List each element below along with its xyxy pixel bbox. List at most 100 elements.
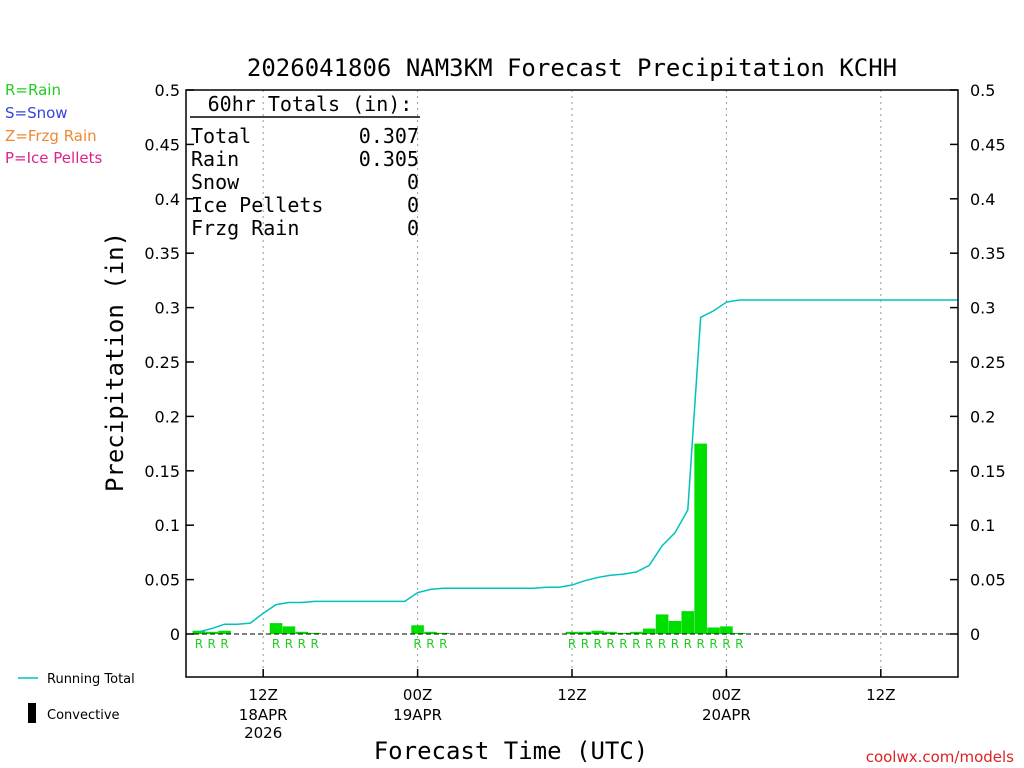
precip-bar	[565, 631, 579, 634]
precip-bar	[437, 632, 450, 634]
precip-type-marker: R	[285, 637, 293, 651]
y-tick-label-left: 0.5	[155, 81, 180, 100]
y-tick-label-left: 0.3	[155, 299, 180, 318]
y-tick-label-left: 0.1	[155, 516, 180, 535]
precip-type-marker: R	[413, 637, 421, 651]
precip-bar	[424, 631, 437, 634]
precip-type-marker: R	[709, 637, 717, 651]
totals-value: 0	[407, 193, 419, 217]
x-tick-label: 12Z	[249, 686, 278, 704]
y-tick-label-right: 0.2	[970, 407, 995, 426]
precip-type-marker: R	[594, 637, 602, 651]
precip-bar	[655, 614, 669, 634]
precip-bar	[282, 626, 296, 634]
precip-bar	[218, 630, 231, 634]
precip-bar	[411, 625, 424, 634]
precip-bar	[681, 611, 695, 634]
totals-label: Snow	[191, 170, 240, 194]
y-tick-label-right: 0.05	[970, 571, 1006, 590]
precip-bar	[604, 631, 617, 634]
precip-type-marker: R	[298, 637, 306, 651]
legend-snow: S=Snow	[5, 104, 68, 122]
x-tick-label: 00Z	[403, 686, 432, 704]
precip-type-marker: R	[581, 637, 589, 651]
precip-bar	[617, 632, 630, 634]
x-tick-date: 18APR	[239, 706, 288, 724]
x-tick-label: 12Z	[866, 686, 895, 704]
y-tick-label-left: 0.35	[144, 244, 180, 263]
y-tick-label-right: 0.45	[970, 135, 1006, 154]
y-axis-right: 0 0.05 0.1 0.15 0.2 0.25 0.3 0.35 0.4 0.45 0.5	[950, 81, 1006, 644]
y-tick-label-left: 0.05	[144, 571, 180, 590]
precip-type-marker: R	[619, 637, 627, 651]
y-axis-left: 0 0.05 0.1 0.15 0.2 0.25 0.3 0.35 0.4 0.45 0.5	[144, 81, 194, 644]
precip-type-marker: R	[208, 637, 216, 651]
precip-type-marker: R	[426, 637, 434, 651]
precip-type-marker: R	[658, 637, 666, 651]
totals-value: 0.307	[359, 124, 419, 148]
precip-type-marker: R	[220, 637, 228, 651]
y-tick-label-left: 0.45	[144, 135, 180, 154]
precip-bar	[720, 626, 733, 634]
totals-box: 60hr Totals (in): Total 0.307 Rain 0.305 Sno…	[190, 92, 420, 240]
precip-bar	[630, 631, 643, 634]
precip-type-marker: R	[439, 637, 447, 651]
totals-label: Rain	[191, 147, 239, 171]
precip-type-marker: R	[684, 637, 692, 651]
y-tick-label-right: 0.1	[970, 516, 995, 535]
precip-type-legend: R=Rain S=Snow Z=Frzg Rain P=Ice Pellets	[5, 81, 102, 167]
y-tick-label-right: 0.35	[970, 244, 1006, 263]
chart-title: 2026041806 NAM3KM Forecast Precipitation…	[247, 54, 897, 82]
precip-type-marker: R	[632, 637, 640, 651]
bars	[192, 443, 746, 634]
totals-header: 60hr Totals (in):	[208, 92, 413, 116]
precip-bar	[668, 620, 682, 634]
precip-bar	[269, 623, 283, 634]
precip-bar	[308, 632, 321, 634]
legend-ice-pellets: P=Ice Pellets	[5, 149, 102, 167]
series-legend: Running Total Convective	[18, 672, 135, 723]
precip-bar	[591, 630, 605, 634]
totals-label: Ice Pellets	[191, 193, 323, 217]
precip-type-marker: R	[272, 637, 280, 651]
legend-rain: R=Rain	[5, 81, 61, 99]
precip-type-marker: R	[735, 637, 743, 651]
y-tick-label-right: 0	[970, 625, 980, 644]
precip-bar	[295, 631, 309, 634]
running-total-series	[198, 299, 958, 633]
x-axis-label: Forecast Time (UTC)	[374, 737, 649, 765]
running-total-legend-label: Running Total	[47, 672, 135, 687]
precip-type-marker: R	[310, 637, 318, 651]
y-tick-label-left: 0.4	[155, 190, 180, 209]
y-tick-label-right: 0.5	[970, 81, 995, 100]
totals-label: Total	[191, 124, 251, 148]
y-tick-label-left: 0.2	[155, 407, 180, 426]
x-tick-year: 2026	[244, 724, 282, 742]
totals-value: 0.305	[359, 147, 419, 171]
y-tick-label-right: 0.15	[970, 462, 1006, 481]
convective-legend-swatch	[28, 703, 36, 723]
totals-value: 0	[407, 216, 419, 240]
totals-label: Frzg Rain	[191, 216, 299, 240]
y-axis-label: Precipitation (in)	[101, 232, 129, 492]
precip-type-marker: R	[722, 637, 730, 651]
y-tick-label-right: 0.3	[970, 299, 995, 318]
precip-type-marker: R	[645, 637, 653, 651]
precip-type-marker: R	[568, 637, 576, 651]
precip-bar	[192, 630, 206, 634]
precip-bar	[642, 628, 656, 634]
x-tick-date: 20APR	[702, 706, 751, 724]
grid-lines	[262, 90, 882, 677]
precip-type-marker: R	[195, 637, 203, 651]
legend-frzg-rain: Z=Frzg Rain	[5, 127, 97, 145]
totals-value: 0	[407, 170, 419, 194]
y-tick-label-left: 0.25	[144, 353, 180, 372]
precip-bar	[578, 631, 592, 634]
precip-type-marker: R	[606, 637, 614, 651]
y-tick-label-right: 0.25	[970, 353, 1006, 372]
credit-link[interactable]: coolwx.com/models	[866, 748, 1014, 766]
precip-bar	[732, 632, 746, 634]
precip-type-marker: R	[696, 637, 704, 651]
